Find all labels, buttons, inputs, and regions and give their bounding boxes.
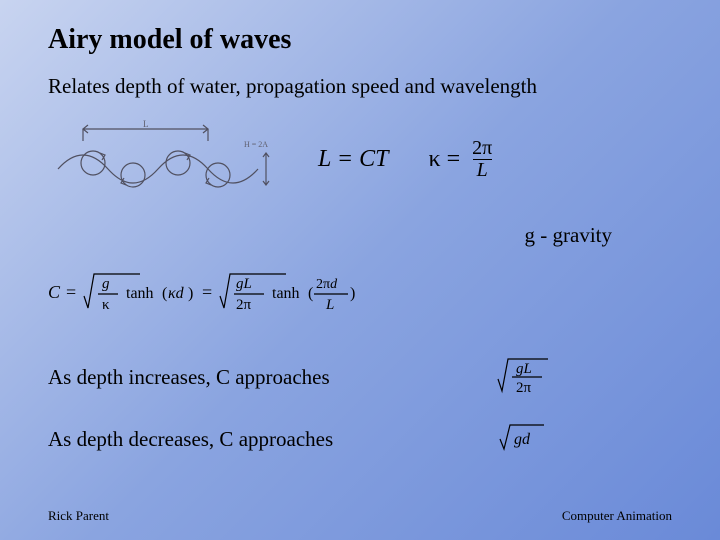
svg-text:C: C — [48, 282, 61, 302]
svg-text:2π: 2π — [236, 297, 252, 313]
svg-text:2πd: 2πd — [316, 277, 338, 292]
deep-water-row: As depth increases, C approaches gL 2π — [48, 355, 672, 399]
footer-left: Rick Parent — [48, 508, 109, 524]
diagram-equation-row: L H = 2A L = CT κ = 2π L — [48, 119, 672, 199]
kappa-lhs: κ = — [428, 146, 460, 173]
svg-text:g: g — [102, 276, 110, 292]
svg-text:): ) — [350, 285, 355, 302]
svg-text:tanh: tanh — [126, 285, 154, 302]
shallow-water-row: As depth decreases, C approaches gd — [48, 417, 672, 461]
slide-subtitle: Relates depth of water, propagation spee… — [48, 74, 672, 99]
svg-text:gd: gd — [514, 431, 531, 448]
svg-text:L: L — [325, 297, 334, 313]
footer: Rick Parent Computer Animation — [48, 508, 672, 524]
deep-water-equation: gL 2π — [492, 355, 572, 399]
svg-text:gL: gL — [236, 276, 252, 292]
svg-text:κd: κd — [168, 285, 185, 302]
svg-text:(: ( — [162, 285, 167, 302]
wave-diagram: L H = 2A — [48, 119, 278, 199]
svg-text:κ: κ — [102, 297, 110, 313]
equation-c: C = g κ tanh ( κd ) = gL 2π tanh ( 2πd L… — [48, 268, 468, 320]
equation-kappa: κ = 2π L — [428, 138, 496, 181]
kappa-numerator: 2π — [468, 138, 496, 159]
svg-text:=: = — [66, 282, 76, 302]
svg-text:tanh: tanh — [272, 285, 300, 302]
shallow-water-equation: gd — [492, 417, 572, 461]
shallow-water-text: As depth decreases, C approaches — [48, 427, 333, 452]
gravity-note: g - gravity — [48, 223, 672, 248]
diagram-height-label: H = 2A — [244, 140, 268, 149]
svg-text:=: = — [202, 282, 212, 302]
svg-text:): ) — [188, 285, 193, 302]
diagram-length-label: L — [143, 119, 149, 129]
footer-right: Computer Animation — [562, 508, 672, 524]
kappa-denominator: L — [473, 159, 492, 181]
svg-text:(: ( — [308, 285, 313, 302]
slide-title: Airy model of waves — [48, 24, 672, 56]
equation-lct: L = CT — [318, 146, 388, 173]
deep-water-text: As depth increases, C approaches — [48, 365, 330, 390]
svg-text:2π: 2π — [516, 380, 532, 396]
svg-text:gL: gL — [516, 361, 532, 377]
